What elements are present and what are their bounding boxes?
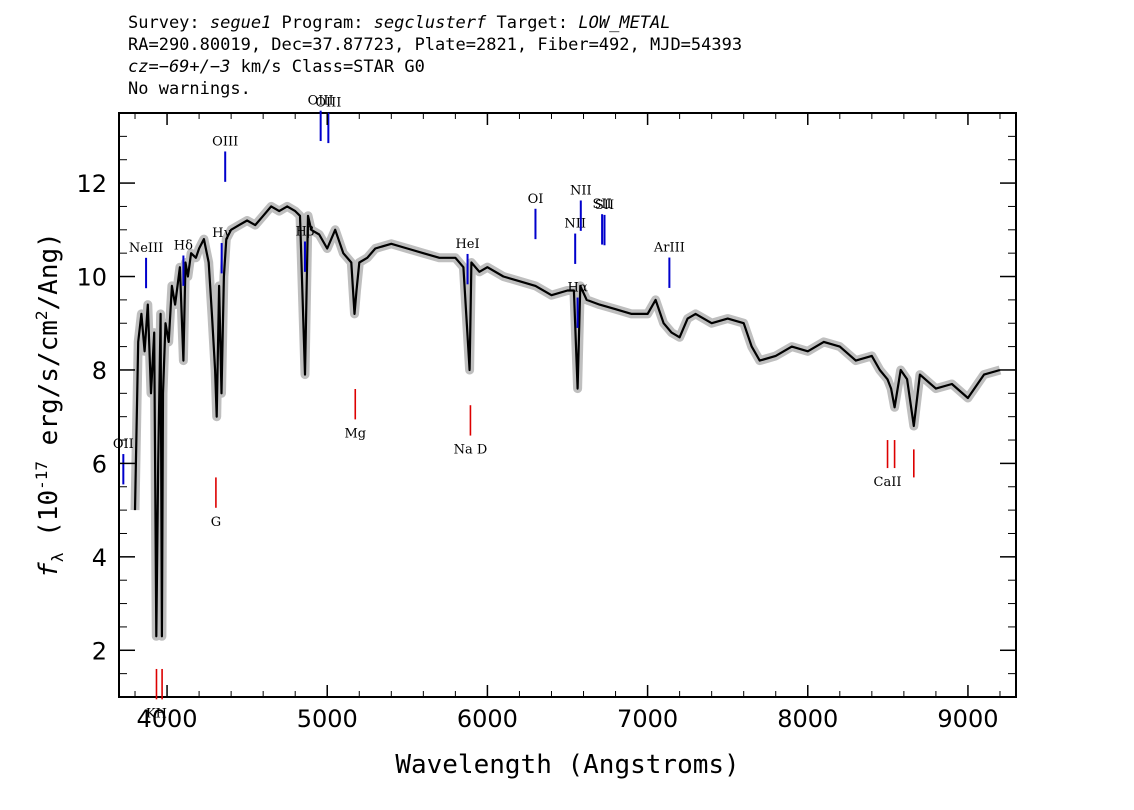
y-tick-label: 10 bbox=[76, 264, 107, 292]
x-tick-label: 8000 bbox=[777, 705, 838, 733]
header-line-warnings: No warnings. bbox=[128, 79, 251, 99]
x-axis-title: Wavelength (Angstroms) bbox=[395, 750, 739, 780]
program-label: Program: bbox=[271, 13, 374, 33]
emission-line-label: OIII bbox=[315, 96, 341, 111]
emission-line-label: OII bbox=[113, 437, 134, 452]
target-label: Target: bbox=[486, 13, 579, 33]
survey-value: segue1 bbox=[209, 13, 272, 33]
emission-line-label: Hδ bbox=[174, 238, 193, 253]
absorption-line-label: CaII bbox=[874, 475, 902, 490]
emission-line-label: Hγ bbox=[212, 226, 231, 241]
header-line-coordinates: RA=290.80019, Dec=37.87723, Plate=2821, … bbox=[128, 35, 743, 55]
y-axis-title: fλ (10-17 erg/s/cm2/Ang) bbox=[32, 232, 67, 578]
x-tick-label: 5000 bbox=[297, 705, 358, 733]
flux-error-band bbox=[130, 201, 1002, 641]
target-value: LOW_METAL bbox=[578, 13, 671, 33]
emission-line-label: Hβ bbox=[296, 224, 315, 239]
y-tick-label: 12 bbox=[76, 170, 107, 198]
header-line-survey: Survey: segue1 Program: segclusterf Targ… bbox=[128, 12, 742, 34]
flux-series bbox=[133, 205, 1001, 638]
program-value: segclusterf bbox=[373, 13, 487, 33]
absorption-line-label: Na D bbox=[454, 443, 488, 458]
redshift-value: cz=−69+/−3 bbox=[128, 57, 231, 77]
y-tick-label: 4 bbox=[92, 544, 107, 572]
x-tick-label: 6000 bbox=[457, 705, 518, 733]
emission-line-label: OI bbox=[528, 192, 544, 207]
emission-line-label: OIII bbox=[212, 134, 238, 149]
emission-line-label: ArIII bbox=[653, 241, 685, 256]
y-tick-label: 6 bbox=[92, 450, 107, 478]
error-band bbox=[130, 201, 1002, 641]
plot-frame bbox=[118, 112, 1017, 698]
emission-line-label: OIII bbox=[308, 94, 334, 109]
spectrum-header: Survey: segue1 Program: segclusterf Targ… bbox=[128, 12, 742, 100]
emission-line-label: NeIII bbox=[129, 241, 163, 256]
x-tick-label: 4000 bbox=[137, 705, 198, 733]
emission-line-label: SII bbox=[593, 197, 612, 212]
axis-ticks: 4000 5000 6000 7000 8000 9000 2 4 6 8 10 12 bbox=[76, 112, 1016, 733]
absorption-line-label: KH bbox=[146, 706, 167, 721]
y-tick-label: 2 bbox=[92, 637, 107, 665]
x-tick-label: 7000 bbox=[617, 705, 678, 733]
plot-border bbox=[118, 112, 1017, 698]
emission-line-label: HeI bbox=[455, 237, 479, 252]
absorption-line-label: G bbox=[211, 515, 221, 530]
emission-line-label: NII bbox=[570, 183, 592, 198]
survey-label: Survey: bbox=[128, 13, 210, 33]
class-value: km/s Class=STAR G0 bbox=[230, 57, 425, 77]
x-tick-label: 9000 bbox=[937, 705, 998, 733]
emission-line-label: NII bbox=[564, 217, 586, 232]
header-line-redshift: cz=−69+/−3 km/s Class=STAR G0 bbox=[128, 56, 742, 78]
y-tick-label: 8 bbox=[92, 357, 107, 385]
emission-line-label: Hα bbox=[568, 281, 588, 296]
absorption-line-label: Mg bbox=[344, 426, 366, 441]
emission-line-label: SII bbox=[595, 198, 614, 213]
flux-line bbox=[133, 205, 1001, 638]
